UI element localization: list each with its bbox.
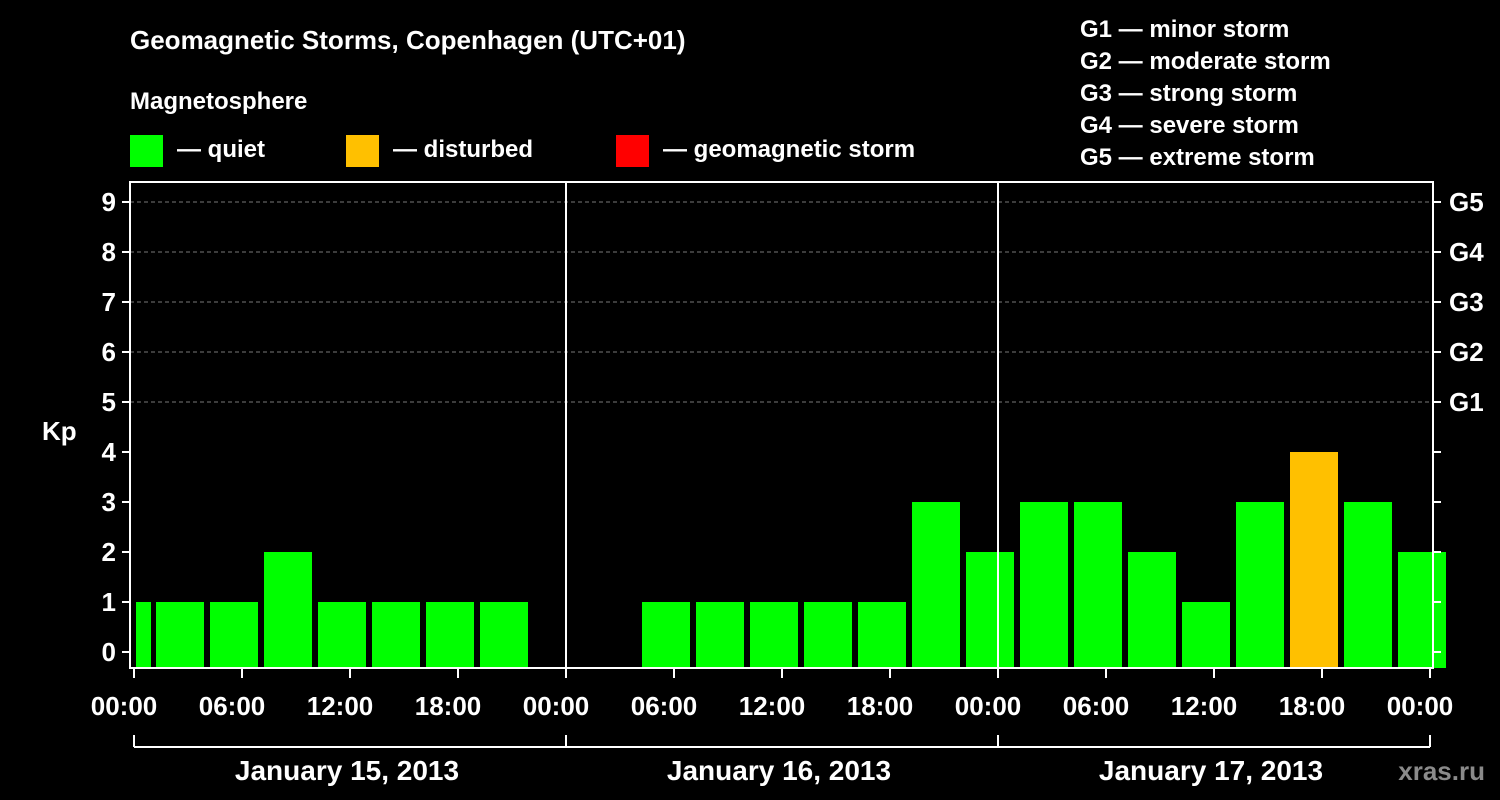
bar-9	[696, 602, 744, 668]
bar-19	[1236, 502, 1284, 668]
y-tick-label-5: 5	[102, 387, 116, 417]
y-tick-label-9: 9	[102, 187, 116, 217]
storm-scale-g2: G2 — moderate storm	[1080, 48, 1331, 75]
legend-swatch-disturbed	[346, 135, 379, 167]
bar-15	[1020, 502, 1068, 668]
y-tick-label-2: 2	[102, 537, 116, 567]
y-tick-label-7: 7	[102, 287, 116, 317]
bar-3	[264, 552, 312, 668]
x-tick-label-1: 06:00	[199, 691, 266, 721]
x-tick-label-2: 12:00	[307, 691, 374, 721]
bar-12	[858, 602, 906, 668]
g-level-label-g1: G1	[1449, 387, 1484, 417]
bar-1	[156, 602, 204, 668]
day-label-0: January 15, 2013	[235, 755, 459, 786]
g-level-label-g2: G2	[1449, 337, 1484, 367]
storm-scale-g5: G5 — extreme storm	[1080, 144, 1315, 171]
bar-13	[912, 502, 960, 668]
g-level-label-g5: G5	[1449, 187, 1484, 217]
x-tick-label-10: 12:00	[1171, 691, 1238, 721]
chart-title: Geomagnetic Storms, Copenhagen (UTC+01)	[130, 25, 685, 55]
storm-scale-g3: G3 — strong storm	[1080, 80, 1297, 107]
x-tick-label-7: 18:00	[847, 691, 914, 721]
legend-swatch-storm	[616, 135, 649, 167]
bar-4	[318, 602, 366, 668]
y-axis-label: Kp	[42, 416, 77, 446]
bar-20	[1290, 452, 1338, 668]
bar-10	[750, 602, 798, 668]
day-label-2: January 17, 2013	[1099, 755, 1323, 786]
bar-14	[966, 552, 1014, 668]
y-tick-label-3: 3	[102, 487, 116, 517]
g-level-label-g4: G4	[1449, 237, 1484, 267]
bar-8	[642, 602, 690, 668]
y-tick-label-6: 6	[102, 337, 116, 367]
bar-22	[1398, 552, 1446, 668]
storm-scale-g4: G4 — severe storm	[1080, 112, 1299, 139]
bar-11	[804, 602, 852, 668]
bar-18	[1182, 602, 1230, 668]
bar-5	[372, 602, 420, 668]
x-tick-label-6: 12:00	[739, 691, 806, 721]
day-label-1: January 16, 2013	[667, 755, 891, 786]
bar-0	[136, 602, 151, 668]
y-tick-label-8: 8	[102, 237, 116, 267]
x-tick-label-5: 06:00	[631, 691, 698, 721]
x-tick-label-12: 00:00	[1387, 691, 1454, 721]
legend-label-disturbed: — disturbed	[393, 136, 533, 163]
bar-7	[480, 602, 528, 668]
bar-6	[426, 602, 474, 668]
x-tick-label-0: 00:00	[91, 691, 158, 721]
x-tick-label-4: 00:00	[523, 691, 590, 721]
x-tick-label-9: 06:00	[1063, 691, 1130, 721]
y-tick-label-4: 4	[102, 437, 117, 467]
bar-2	[210, 602, 258, 668]
x-tick-label-3: 18:00	[415, 691, 482, 721]
watermark: xras.ru	[1398, 756, 1485, 786]
y-tick-label-1: 1	[102, 587, 116, 617]
legend-heading: Magnetosphere	[130, 88, 307, 115]
bar-16	[1074, 502, 1122, 668]
g-level-label-g3: G3	[1449, 287, 1484, 317]
storm-scale-g1: G1 — minor storm	[1080, 16, 1289, 43]
bar-21	[1344, 502, 1392, 668]
bar-17	[1128, 552, 1176, 668]
legend-label-quiet: — quiet	[177, 136, 265, 163]
legend-label-storm: — geomagnetic storm	[663, 136, 915, 163]
legend-swatch-quiet	[130, 135, 163, 167]
y-tick-label-0: 0	[102, 637, 116, 667]
x-tick-label-8: 00:00	[955, 691, 1022, 721]
x-tick-label-11: 18:00	[1279, 691, 1346, 721]
